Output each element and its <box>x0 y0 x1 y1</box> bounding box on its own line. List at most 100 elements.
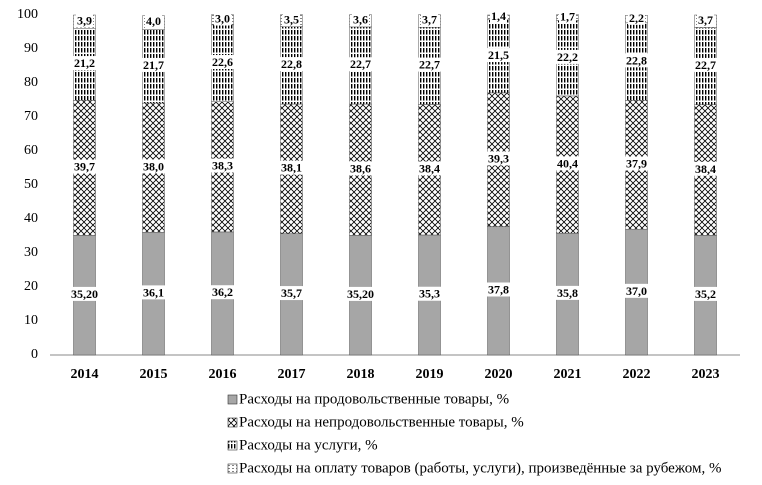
value-label: 38,0 <box>143 159 164 173</box>
value-label-box <box>70 286 99 301</box>
value-label-group: 38,1 <box>280 160 303 175</box>
x-tick-label: 2018 <box>347 367 375 382</box>
value-label-box <box>628 10 645 25</box>
value-label-group: 3,5 <box>283 12 300 27</box>
value-label-box <box>73 159 96 174</box>
value-label-box <box>625 156 648 171</box>
value-label: 2,2 <box>629 11 644 25</box>
value-label: 3,0 <box>215 12 230 26</box>
x-tick-label: 2015 <box>140 367 168 382</box>
value-label-group: 35,20 <box>346 286 375 301</box>
value-label-group: 37,9 <box>625 156 648 171</box>
legend-swatch <box>227 417 238 428</box>
value-label-group: 3,7 <box>697 13 714 28</box>
value-label-group: 21,7 <box>142 57 165 72</box>
value-label-group: 22,6 <box>211 55 234 70</box>
value-label: 35,20 <box>347 287 374 301</box>
value-label-group: 36,1 <box>142 285 165 300</box>
value-label-box <box>697 13 714 28</box>
x-tick-label: 2023 <box>692 367 720 382</box>
value-label-box <box>352 12 369 27</box>
value-label-box <box>211 158 234 173</box>
legend-swatch <box>227 463 238 474</box>
value-label-group: 35,7 <box>280 286 303 301</box>
value-label: 35,20 <box>71 287 98 301</box>
value-label-box <box>142 159 165 174</box>
value-label-group: 38,6 <box>349 161 372 176</box>
value-label-group: 21,2 <box>73 56 96 71</box>
legend-label: Расходы на непродовольственные товары, % <box>239 414 524 430</box>
value-label-box <box>211 55 234 70</box>
value-label: 22,7 <box>695 58 716 72</box>
value-label-group: 35,3 <box>418 286 441 301</box>
legend-label: Расходы на оплату товаров (работы, услуг… <box>239 460 722 476</box>
value-label-group: 22,7 <box>418 57 441 72</box>
value-label: 36,2 <box>212 285 233 299</box>
value-label-group: 35,8 <box>556 285 579 300</box>
legend-swatch <box>227 440 238 451</box>
y-tick-label: 40 <box>24 211 38 226</box>
value-label: 21,2 <box>74 56 95 70</box>
value-label-box <box>487 282 510 297</box>
value-label-group: 3,7 <box>421 12 438 27</box>
value-label: 38,1 <box>281 161 302 175</box>
legend-label: Расходы на продовольственные товары, % <box>239 391 509 407</box>
value-label: 37,0 <box>626 284 647 298</box>
value-label-group: 4,0 <box>145 14 162 29</box>
value-label-group: 22,8 <box>280 57 303 72</box>
value-label-box <box>694 286 717 301</box>
value-label-group: 3,9 <box>76 13 93 28</box>
y-tick-label: 60 <box>24 143 38 158</box>
value-label-group: 22,7 <box>694 57 717 72</box>
value-label-box <box>625 283 648 298</box>
x-tick-label: 2022 <box>623 367 651 382</box>
value-label-group: 39,7 <box>73 159 96 174</box>
value-label: 22,2 <box>557 50 578 64</box>
value-label: 38,4 <box>695 162 716 176</box>
x-tick-label: 2016 <box>209 367 237 382</box>
value-label: 38,3 <box>212 159 233 173</box>
y-tick-label: 90 <box>24 41 38 56</box>
value-label: 3,7 <box>422 13 437 27</box>
y-tick-label: 70 <box>24 109 38 124</box>
value-label-box <box>349 161 372 176</box>
value-label-box <box>142 285 165 300</box>
y-tick-label: 100 <box>17 7 38 22</box>
value-label: 3,9 <box>77 13 92 27</box>
value-label-group: 3,0 <box>214 11 231 26</box>
legend-swatch <box>227 394 238 405</box>
value-label-group: 35,2 <box>694 286 717 301</box>
x-tick-label: 2020 <box>485 367 513 382</box>
y-tick-label: 0 <box>31 347 38 362</box>
value-label-box <box>556 156 579 171</box>
value-label: 35,2 <box>695 287 716 301</box>
value-label: 4,0 <box>146 14 161 28</box>
value-label-box <box>421 12 438 27</box>
value-label-box <box>145 14 162 29</box>
value-label-box <box>418 161 441 176</box>
value-label-box <box>283 12 300 27</box>
value-label: 38,4 <box>419 161 440 175</box>
value-label-box <box>346 286 375 301</box>
value-label: 35,8 <box>557 286 578 300</box>
value-label: 37,9 <box>626 157 647 171</box>
legend-label: Расходы на услуги, % <box>239 437 378 453</box>
value-label-group: 38,4 <box>694 161 717 176</box>
value-label-box <box>349 57 372 72</box>
x-tick-label: 2019 <box>416 367 444 382</box>
value-label-box <box>214 11 231 26</box>
value-label-box <box>556 49 579 64</box>
value-label: 35,3 <box>419 287 440 301</box>
value-label: 22,6 <box>212 55 233 69</box>
value-label: 37,8 <box>488 282 509 296</box>
value-label: 38,6 <box>350 161 371 175</box>
value-label-box <box>694 57 717 72</box>
value-label-group: 21,5 <box>487 48 510 63</box>
value-label: 3,5 <box>284 12 299 26</box>
value-label: 39,3 <box>488 151 509 165</box>
value-label-group: 38,0 <box>142 159 165 174</box>
value-label: 22,8 <box>626 53 647 67</box>
value-label-group: 22,2 <box>556 49 579 64</box>
value-label-box <box>625 53 648 68</box>
